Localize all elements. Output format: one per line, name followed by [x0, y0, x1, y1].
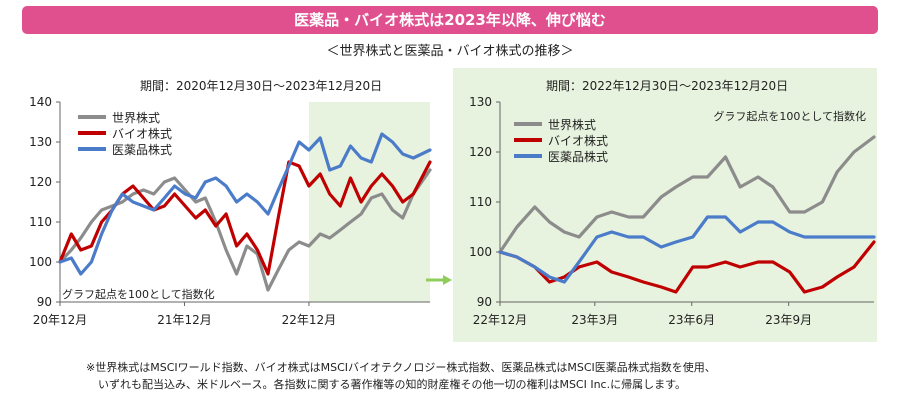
legend-label-pharma: 医薬品株式 [548, 149, 608, 164]
x-tick-label: 23年3月 [571, 313, 618, 327]
y-tick-label: 130 [469, 95, 492, 109]
y-tick-label: 110 [29, 215, 52, 229]
y-tick-label: 120 [29, 175, 52, 189]
y-tick-label: 90 [37, 295, 52, 309]
series-line-pharma [498, 215, 876, 284]
index-note: グラフ起点を100として指数化 [62, 287, 215, 301]
headline-banner: 医薬品・バイオ株式は2023年以降、伸び悩む [22, 6, 878, 34]
chart-subtitle: ＜世界株式と医薬品・バイオ株式の推移＞ [326, 44, 574, 59]
series-line-world [498, 135, 876, 254]
footnote-line-1: ※世界株式はMSCIワールド指数、バイオ株式はMSCIバイオテクノロジー株式指数… [86, 361, 716, 374]
legend-label-pharma: 医薬品株式 [112, 142, 172, 157]
y-tick-label: 100 [469, 245, 492, 259]
highlight-panel [453, 68, 877, 342]
y-tick-label: 120 [469, 145, 492, 159]
x-tick-label: 21年12月 [157, 313, 212, 327]
arrow-icon [426, 275, 452, 285]
period-label: 期間：2020年12月30日～2023年12月20日 [140, 79, 382, 93]
legend-label-world: 世界株式 [548, 117, 596, 132]
y-tick-label: 130 [29, 135, 52, 149]
x-tick-label: 20年12月 [33, 313, 88, 327]
left-chart: 90 100 110 120 130 140 20年12月 21年12月 22年12月 世界株式バ… [29, 79, 432, 327]
y-tick-label: 90 [477, 295, 492, 309]
right-chart: 90 100 110 120 130 22年12月 23年3月 23年6月 23年9月 世界株式バ… [469, 79, 876, 327]
x-tick-label: 23年6月 [668, 313, 715, 327]
footnote-line-2: いずれも配当込み、米ドルベース。各指数に関する著作権等の知的財産権その他一切の権… [98, 378, 687, 391]
legend-label-bio: バイオ株式 [548, 133, 608, 148]
y-tick-label: 100 [29, 255, 52, 269]
series-line-pharma [58, 132, 432, 276]
x-tick-label: 22年12月 [282, 313, 337, 327]
series-line-bio [498, 240, 876, 294]
legend-label-bio: バイオ株式 [112, 126, 172, 141]
y-tick-label: 110 [469, 195, 492, 209]
footnote: ※世界株式はMSCIワールド指数、バイオ株式はMSCIバイオテクノロジー株式指数… [86, 359, 716, 393]
x-tick-label: 22年12月 [473, 313, 528, 327]
x-tick-label: 23年9月 [765, 313, 812, 327]
y-tick-label: 140 [29, 95, 52, 109]
legend-label-world: 世界株式 [112, 110, 160, 125]
period-label: 期間：2022年12月30日～2023年12月20日 [546, 79, 788, 93]
index-note: グラフ起点を100として指数化 [713, 109, 866, 123]
series-line-world [58, 168, 432, 292]
